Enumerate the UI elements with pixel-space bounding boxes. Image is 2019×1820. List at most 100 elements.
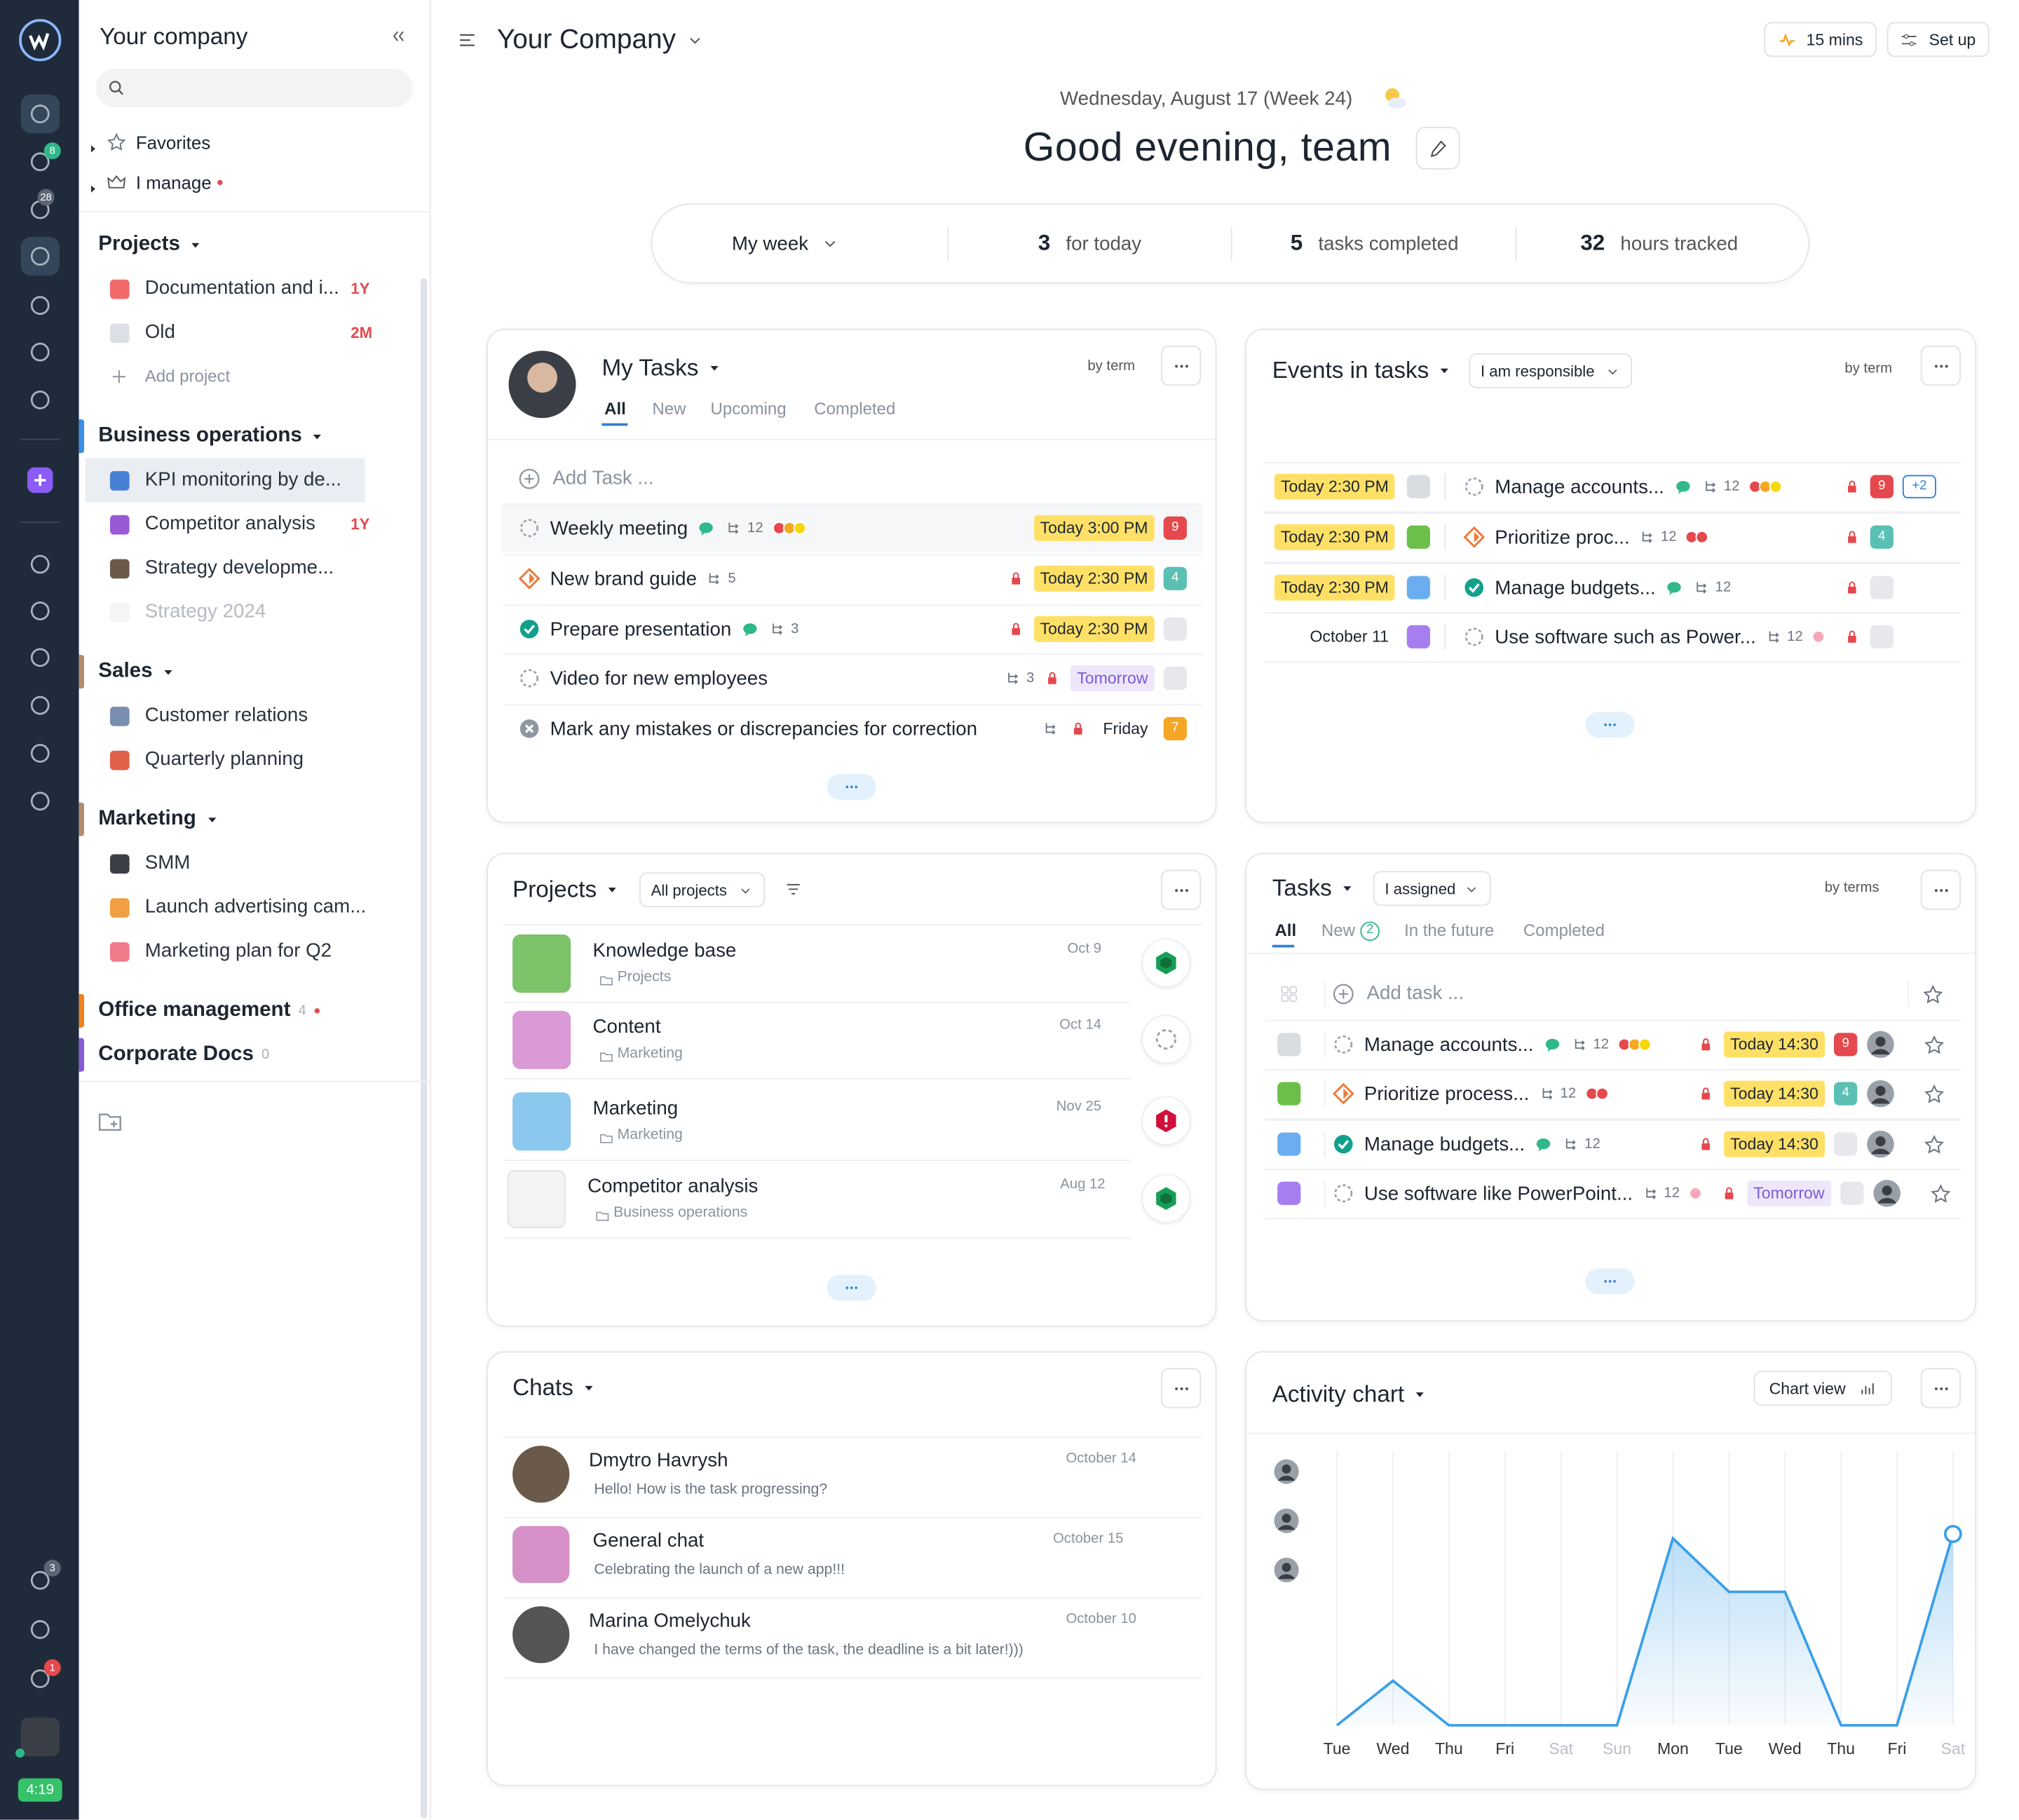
task-row[interactable]: Prioritize process... 12 Today 14:30 4 (1332, 1075, 1945, 1112)
tab[interactable]: All (1274, 920, 1297, 940)
search-box[interactable] (95, 68, 413, 108)
card-title[interactable]: Chats (512, 1372, 597, 1403)
group-header[interactable]: Projects (98, 231, 203, 257)
sidebar-item[interactable]: Launch advertising cam... (144, 895, 367, 918)
nav-icon[interactable] (27, 551, 53, 577)
group-header[interactable]: Marketing (98, 806, 219, 832)
sidebar-item[interactable]: Marketing plan for Q2 (144, 939, 332, 962)
project-name[interactable]: Competitor analysis (587, 1175, 759, 1197)
tab[interactable]: New (652, 398, 686, 419)
nav-icon[interactable] (27, 740, 53, 766)
nav-icon[interactable] (27, 1666, 53, 1692)
period-select[interactable]: My week (732, 205, 840, 283)
nav-icon[interactable] (27, 1617, 53, 1643)
workspace-title[interactable]: Your Company (497, 23, 705, 57)
stats-divider (1515, 226, 1517, 262)
nav-icon[interactable] (27, 1568, 53, 1594)
sidebar-item[interactable]: Documentation and i... (144, 277, 339, 299)
menu-button[interactable] (1920, 869, 1961, 910)
project-name[interactable]: Knowledge base (592, 939, 737, 962)
group-header[interactable]: Sales (98, 659, 175, 685)
tab[interactable]: In the future (1404, 920, 1495, 940)
menu-button[interactable] (1920, 1368, 1961, 1408)
show-more[interactable] (827, 1275, 876, 1301)
favorites[interactable]: Favorites (135, 132, 211, 153)
nav-icon[interactable] (27, 788, 53, 814)
project-name[interactable]: Content (592, 1016, 661, 1038)
chat-avatar[interactable] (512, 1606, 570, 1664)
task-row[interactable]: Prepare presentation 3 Today 2:30 PM (517, 611, 1187, 647)
edit-greeting[interactable] (1415, 126, 1460, 170)
timer-button[interactable]: 15 mins (1764, 22, 1877, 57)
filter-select[interactable]: I am responsible (1469, 353, 1633, 388)
chat-avatar[interactable] (512, 1526, 570, 1583)
task-row[interactable]: New brand guide 5 Today 2:30 PM 4 (517, 560, 1187, 597)
card-title[interactable]: Activity chart (1272, 1378, 1428, 1409)
badge: 4 (1870, 525, 1894, 549)
group-name: Sales (98, 660, 153, 682)
menu-button[interactable] (1161, 1368, 1202, 1408)
chat-avatar[interactable] (512, 1446, 570, 1503)
nav-icon[interactable] (27, 243, 53, 269)
event-row[interactable]: Manage budgets... 12 (1462, 569, 1936, 606)
card-title[interactable]: My Tasks (601, 352, 721, 383)
task-row[interactable]: Mark any mistakes or discrepancies for c… (517, 711, 1187, 747)
filter-select[interactable]: All projects (639, 872, 766, 908)
show-more[interactable] (1585, 1268, 1635, 1295)
nav-icon[interactable] (27, 644, 53, 670)
tab[interactable]: Completed (1523, 920, 1605, 940)
i-manage[interactable]: I manage (135, 172, 212, 193)
tab[interactable]: All (604, 398, 626, 419)
add-task[interactable]: Add task ... (1366, 982, 1464, 1005)
more-icon (1931, 356, 1952, 377)
task-row[interactable]: Use software like PowerPoint... 12 Tomorro… (1332, 1175, 1950, 1211)
filter-select[interactable]: I assigned (1373, 871, 1491, 906)
sidebar-item[interactable]: KPI monitoring by de... (144, 468, 341, 491)
nav-icon[interactable] (27, 387, 53, 413)
sidebar-item[interactable]: SMM (144, 851, 191, 874)
menu-button[interactable] (1161, 345, 1202, 386)
event-name: Manage budgets... (1495, 576, 1656, 599)
sidebar-item[interactable]: Customer relations (144, 704, 308, 726)
card-title[interactable]: Projects (512, 874, 620, 904)
group-header[interactable]: Corporate Docs 0 (98, 1042, 269, 1068)
sidebar-item[interactable]: Old (144, 320, 175, 344)
chart-view-button[interactable]: Chart view (1753, 1371, 1893, 1406)
nav-icon[interactable] (27, 339, 53, 365)
tab[interactable]: New (1321, 920, 1355, 940)
task-row[interactable]: Weekly meeting 12 Today 3:00 PM 9 (517, 510, 1187, 546)
project-name[interactable]: Marketing (592, 1097, 679, 1120)
show-more[interactable] (1585, 712, 1635, 738)
nav-icon[interactable] (27, 292, 53, 318)
menu-button[interactable] (1920, 345, 1961, 386)
event-row[interactable]: Prioritize proc... 12 4 (1462, 519, 1936, 555)
sidebar-item[interactable]: Quarterly planning (144, 748, 304, 770)
sidebar-item[interactable]: Strategy developme... (144, 556, 334, 579)
chat-name[interactable]: Marina Omelychuk (589, 1610, 751, 1633)
add-task[interactable]: Add Task ... (552, 467, 654, 489)
task-row[interactable]: Manage budgets... 12 Today 14:30 (1332, 1126, 1945, 1162)
event-row[interactable]: Use software such as Power... 12 (1462, 618, 1936, 655)
chat-name[interactable]: General chat (592, 1530, 705, 1552)
nav-icon[interactable] (27, 598, 53, 624)
menu-button[interactable] (1161, 869, 1202, 910)
sidebar-item[interactable]: Strategy 2024 (144, 600, 266, 623)
red-dot (313, 1008, 320, 1014)
event-row[interactable]: Manage accounts... 12 9 +2 (1462, 468, 1936, 505)
group-header[interactable]: Office management 4 (98, 998, 320, 1024)
show-more[interactable] (827, 774, 876, 800)
task-row[interactable]: Manage accounts... 12 Today 14:30 9 (1332, 1026, 1945, 1063)
group-header[interactable]: Business operations (98, 423, 325, 449)
nav-icon[interactable] (27, 693, 53, 719)
tab[interactable]: Completed (814, 398, 896, 419)
sidebar-item[interactable]: Competitor analysis (144, 512, 315, 535)
card-title[interactable]: Tasks (1272, 872, 1355, 903)
nav-icon[interactable] (27, 149, 53, 175)
add-project[interactable]: Add project (144, 366, 231, 386)
card-title[interactable]: Events in tasks (1272, 355, 1453, 386)
task-row[interactable]: Video for new employees 3 Tomorrow (517, 660, 1187, 697)
setup-button[interactable]: Set up (1887, 22, 1990, 57)
chat-name[interactable]: Dmytro Havrysh (589, 1449, 728, 1472)
tab[interactable]: Upcoming (710, 398, 787, 419)
nav-icon[interactable] (27, 101, 53, 127)
